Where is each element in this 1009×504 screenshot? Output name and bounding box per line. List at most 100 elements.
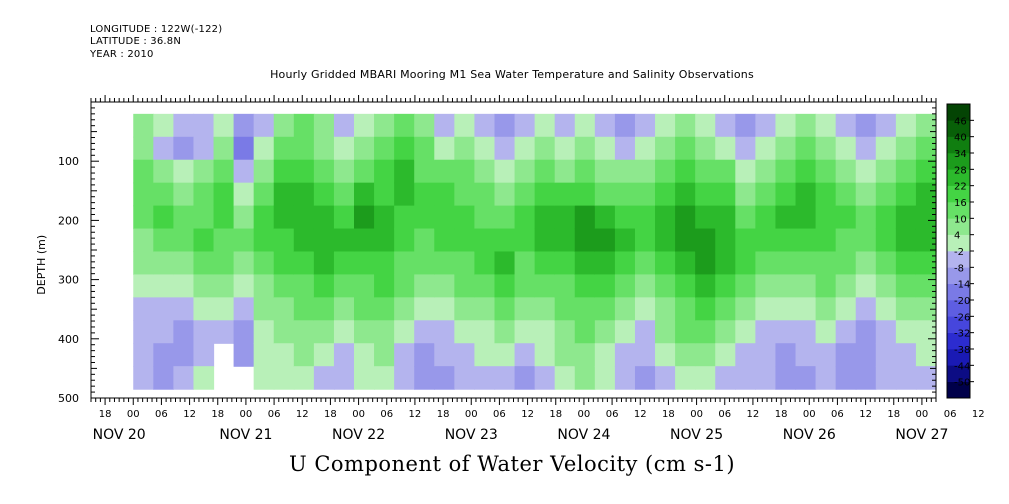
- heatmap-cell: [374, 182, 395, 207]
- heatmap-cell: [293, 320, 315, 344]
- colorbar: 46 40 34 28 22 16 10 4 -2 -8 -14 -20 -26 -32 -38 -44 -50: [946, 103, 974, 399]
- heatmap-cell: [554, 366, 576, 390]
- colorbar-tick-label: 28: [954, 165, 967, 176]
- heatmap-cell: [374, 343, 395, 367]
- heatmap-cell: [454, 228, 476, 253]
- y-axis-label: DEPTH (m): [35, 235, 48, 295]
- heatmap-cell: [675, 182, 696, 207]
- heatmap-cell: [434, 182, 455, 207]
- heatmap-cell: [735, 182, 756, 207]
- heatmap-cell: [173, 366, 195, 390]
- heatmap-cell: [815, 113, 837, 138]
- heatmap-cell: [293, 228, 315, 253]
- colorbar-tick-label: 46: [954, 116, 967, 127]
- heatmap-cell: [634, 343, 656, 367]
- heatmap-cell: [614, 113, 636, 138]
- x-hour-tick-label: 06: [380, 409, 393, 420]
- heatmap-cell: [695, 182, 716, 207]
- x-hour-tick-label: 00: [352, 409, 365, 420]
- heatmap-cell: [614, 136, 636, 161]
- heatmap-cell: [253, 205, 275, 230]
- colorbar-swatch: [947, 349, 970, 366]
- heatmap-cell: [153, 297, 174, 321]
- heatmap-cell: [233, 274, 255, 298]
- heatmap-cell: [173, 159, 195, 184]
- heatmap-cell: [594, 182, 616, 207]
- heatmap-cell: [715, 136, 736, 161]
- colorbar-swatch: [947, 251, 970, 268]
- heatmap-cell: [815, 182, 837, 207]
- heatmap-cell: [554, 297, 576, 321]
- heatmap-cell: [715, 159, 736, 184]
- heatmap-cell: [835, 159, 857, 184]
- colorbar-swatch: [947, 267, 970, 284]
- heatmap-cell: [414, 320, 435, 344]
- heatmap-cell: [895, 113, 917, 138]
- heatmap-cell: [795, 159, 817, 184]
- heatmap-cell: [634, 136, 656, 161]
- heatmap-cell: [213, 182, 235, 207]
- x-hour-tick-label: 06: [493, 409, 506, 420]
- colorbar-tick-label: 10: [954, 214, 967, 225]
- heatmap-cell: [394, 343, 415, 367]
- heatmap-cell: [133, 182, 154, 207]
- heatmap-cell: [815, 297, 837, 321]
- x-hour-tick-label: 00: [127, 409, 140, 420]
- colorbar-swatch: [947, 365, 970, 382]
- heatmap-cell: [233, 159, 255, 184]
- heatmap-cell: [494, 159, 516, 184]
- heatmap-cell: [514, 251, 536, 276]
- heatmap-cell: [233, 343, 255, 367]
- x-day-label: NOV 21: [219, 427, 272, 443]
- heatmap-cell: [153, 274, 174, 298]
- heatmap-cell: [454, 159, 476, 184]
- heatmap-cell: [594, 205, 616, 230]
- heatmap-cell: [614, 297, 636, 321]
- heatmap-cell: [333, 297, 355, 321]
- x-hour-tick-label: 06: [831, 409, 844, 420]
- heatmap-cells: [133, 113, 937, 390]
- heatmap-cell: [474, 205, 496, 230]
- y-tick-label: 400: [58, 333, 79, 346]
- heatmap-cell: [634, 159, 656, 184]
- heatmap-cell: [895, 205, 917, 230]
- heatmap-cell: [614, 366, 636, 390]
- heatmap-cell: [675, 274, 696, 298]
- heatmap-cell: [173, 205, 195, 230]
- heatmap-cell: [715, 297, 736, 321]
- x-hour-tick-label: 12: [409, 409, 422, 420]
- heatmap-cell: [213, 251, 235, 276]
- heatmap-cell: [293, 366, 315, 390]
- heatmap-cell: [293, 159, 315, 184]
- heatmap-cell: [795, 343, 817, 367]
- heatmap-cell: [414, 182, 435, 207]
- heatmap-cell: [755, 182, 777, 207]
- heatmap-cell: [474, 113, 496, 138]
- heatmap-cell: [454, 205, 476, 230]
- heatmap-cell: [374, 136, 395, 161]
- heatmap-cell: [614, 182, 636, 207]
- heatmap-cell: [735, 136, 756, 161]
- heatmap-cell: [675, 366, 696, 390]
- heatmap-cell: [655, 136, 676, 161]
- heatmap-cell: [835, 274, 857, 298]
- heatmap-cell: [313, 205, 335, 230]
- heatmap-cell: [715, 205, 736, 230]
- heatmap-cell: [594, 159, 616, 184]
- x-day-label: NOV 27: [895, 427, 948, 443]
- heatmap-cell: [313, 228, 335, 253]
- heatmap-cell: [394, 274, 415, 298]
- heatmap-cell: [574, 251, 596, 276]
- colorbar-swatch: [947, 202, 970, 219]
- heatmap-cell: [675, 320, 696, 344]
- heatmap-cell: [153, 366, 174, 390]
- heatmap-cell: [333, 205, 355, 230]
- heatmap-cell: [775, 182, 797, 207]
- colorbar-tick-label: -2: [954, 247, 964, 258]
- heatmap-cell: [193, 366, 215, 390]
- heatmap-cell: [795, 113, 817, 138]
- heatmap-cell: [273, 159, 295, 184]
- heatmap-cell: [434, 366, 455, 390]
- heatmap-cell: [574, 159, 596, 184]
- heatmap-cell: [313, 366, 335, 390]
